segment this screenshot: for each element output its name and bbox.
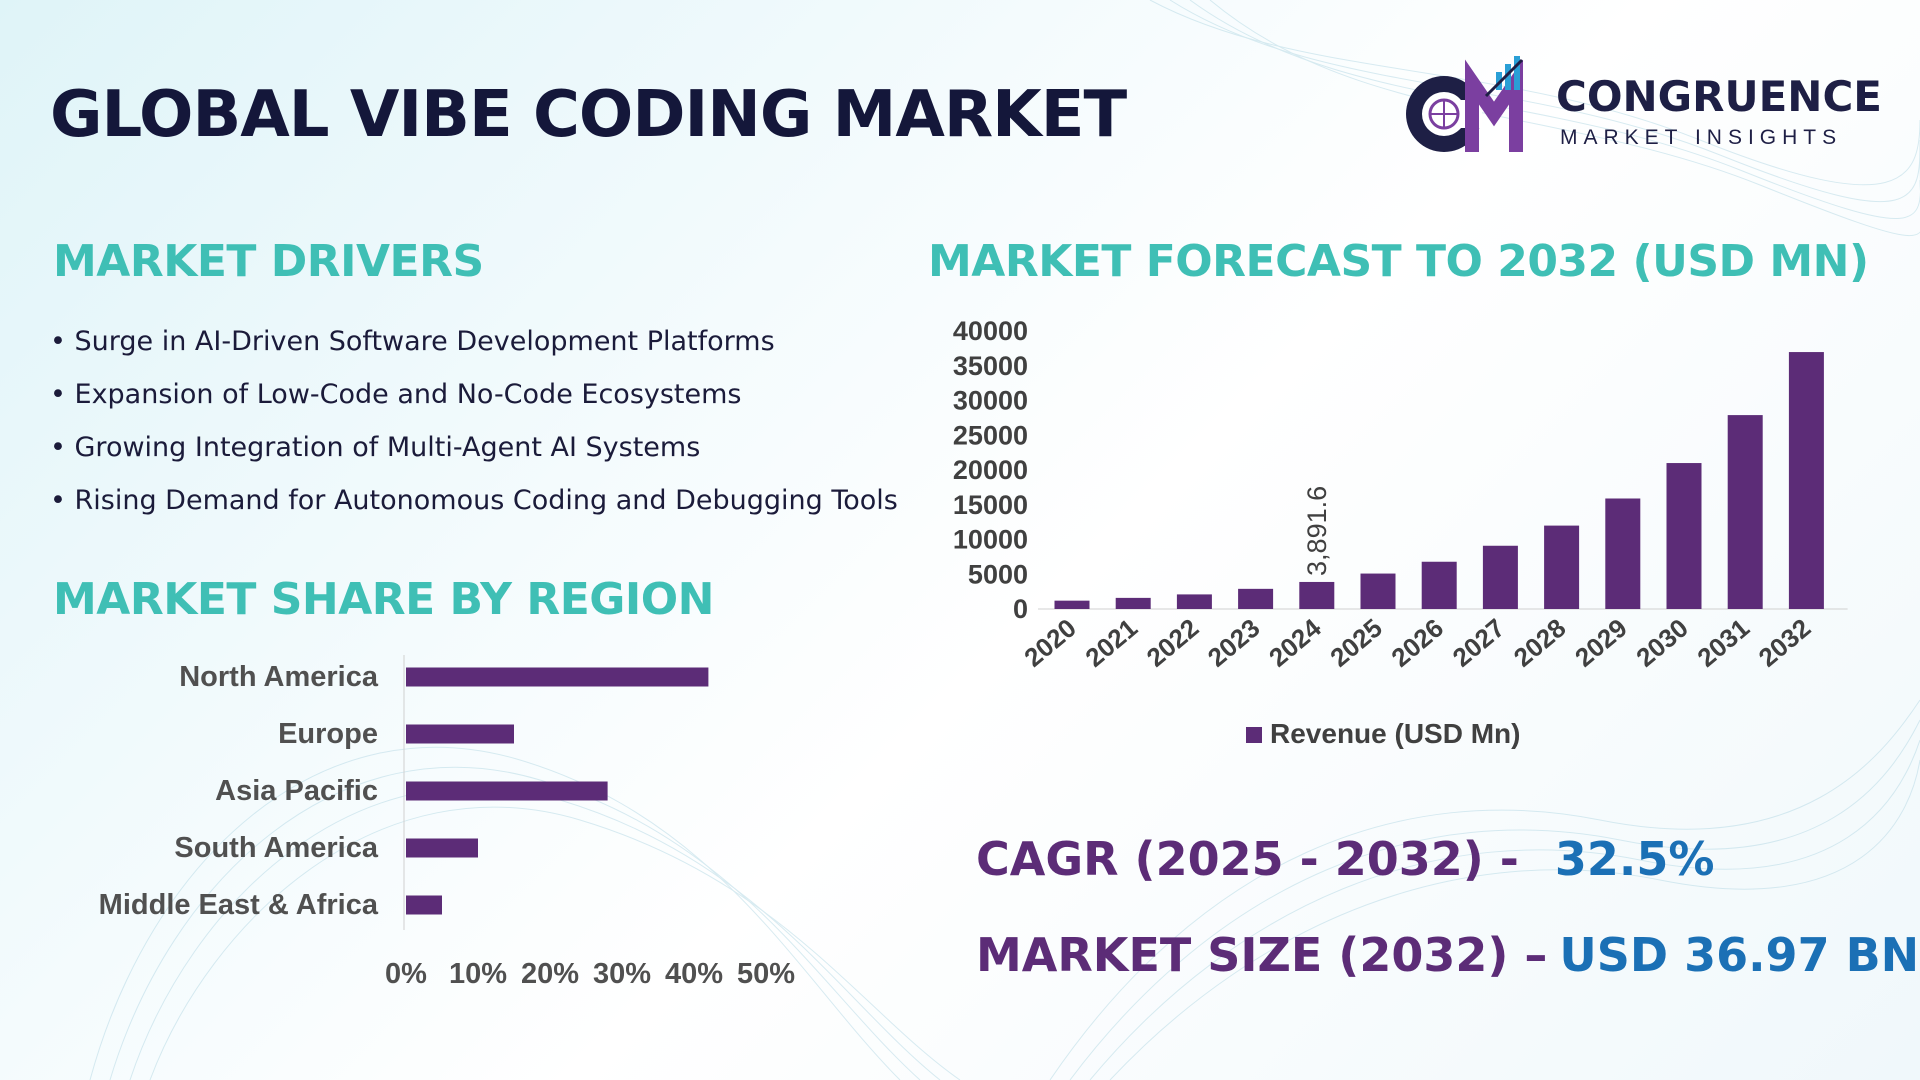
x-tick-label: 2032 [1753, 613, 1817, 673]
data-label: 3,891.6 [1302, 486, 1332, 576]
bar-2029 [1605, 498, 1641, 609]
bar-2030 [1666, 463, 1702, 609]
region-share-bar-chart: North America Europe Asia Pacific South Ame… [99, 655, 795, 990]
x-tick-label: 2027 [1447, 613, 1511, 673]
driver-item: • Expansion of Low-Code and No-Code Ecos… [50, 379, 742, 410]
x-tick-label: 40% [665, 958, 723, 990]
y-tick-label: 15000 [953, 490, 1028, 520]
x-tick-label: 2022 [1141, 613, 1205, 673]
category-label: Asia Pacific [215, 775, 378, 807]
forecast-title: MARKET FORECAST TO 2032 (USD MN) [928, 236, 1869, 287]
x-tick-label: 2025 [1324, 613, 1388, 673]
driver-item: • Surge in AI-Driven Software Developmen… [50, 326, 775, 357]
bar-2022 [1176, 594, 1212, 609]
legend-swatch [1246, 727, 1262, 743]
category-label: South America [174, 832, 378, 864]
driver-item: • Growing Integration of Multi-Agent AI … [50, 432, 701, 463]
logo-mark-icon [1406, 56, 1524, 152]
bar-2026 [1421, 561, 1457, 609]
x-tick-label: 0% [385, 958, 427, 990]
legend-label: Revenue (USD Mn) [1270, 718, 1520, 749]
bar-2025 [1360, 573, 1396, 609]
bar-2023 [1238, 588, 1274, 609]
y-tick-label: 40000 [953, 316, 1028, 346]
market-size-label: MARKET SIZE (2032) – [976, 928, 1548, 982]
bar-2031 [1727, 415, 1763, 609]
bar-middle-east-africa [406, 895, 442, 915]
x-tick-label: 2024 [1263, 612, 1327, 673]
cagr-stat: CAGR (2025 - 2032) - 32.5% [976, 832, 1714, 886]
y-tick-label: 25000 [953, 420, 1028, 450]
y-tick-label: 10000 [953, 525, 1028, 555]
x-tick-label: 30% [593, 958, 651, 990]
cagr-label: CAGR (2025 - 2032) - [976, 832, 1519, 886]
drivers-list: • Surge in AI-Driven Software Developmen… [50, 326, 898, 538]
logo-name: CONGRUENCE [1556, 72, 1882, 121]
y-tick-label: 5000 [968, 559, 1028, 589]
y-tick-label: 30000 [953, 386, 1028, 416]
bar-2020 [1054, 600, 1090, 609]
bar-2028 [1544, 525, 1580, 609]
forecast-bar-chart: 40000 35000 30000 25000 20000 15000 10000 5000 0… [953, 316, 1848, 749]
category-label: North America [179, 661, 379, 693]
logo-tagline: MARKET INSIGHTS [1560, 126, 1843, 149]
market-size-stat: MARKET SIZE (2032) – USD 36.97 BN [976, 928, 1919, 982]
x-tick-label: 2031 [1691, 613, 1755, 673]
bar-south-america [406, 838, 478, 858]
category-label: Middle East & Africa [99, 889, 379, 921]
x-tick-label: 2023 [1202, 613, 1266, 673]
bar-north-america [406, 667, 709, 687]
company-logo: CONGRUENCE MARKET INSIGHTS [1400, 52, 1882, 162]
bar-2032 [1788, 352, 1824, 609]
driver-item: • Rising Demand for Autonomous Coding an… [50, 485, 898, 516]
category-label: Europe [278, 718, 378, 750]
y-tick-label: 35000 [953, 351, 1028, 381]
x-tick-label: 2029 [1569, 613, 1633, 673]
bar-asia-pacific [406, 781, 608, 801]
x-tick-label: 2028 [1508, 613, 1572, 673]
cagr-value: 32.5% [1554, 832, 1715, 886]
y-tick-label: 20000 [953, 455, 1028, 485]
bar-2027 [1482, 545, 1518, 609]
market-drivers-title: MARKET DRIVERS [53, 236, 484, 287]
bar-2021 [1115, 597, 1151, 609]
x-tick-label: 50% [737, 958, 795, 990]
market-size-value: USD 36.97 BN [1559, 928, 1920, 982]
bar-europe [406, 724, 514, 744]
bar-2024 [1299, 581, 1335, 609]
x-tick-label: 2021 [1079, 613, 1143, 673]
region-share-title: MARKET SHARE BY REGION [53, 574, 715, 625]
y-tick-label: 0 [1013, 594, 1028, 624]
page-title: GLOBAL VIBE CODING MARKET [50, 78, 1127, 152]
x-tick-label: 10% [449, 958, 507, 990]
x-tick-label: 20% [521, 958, 579, 990]
x-tick-label: 2030 [1630, 613, 1694, 673]
x-tick-label: 2026 [1385, 613, 1449, 673]
